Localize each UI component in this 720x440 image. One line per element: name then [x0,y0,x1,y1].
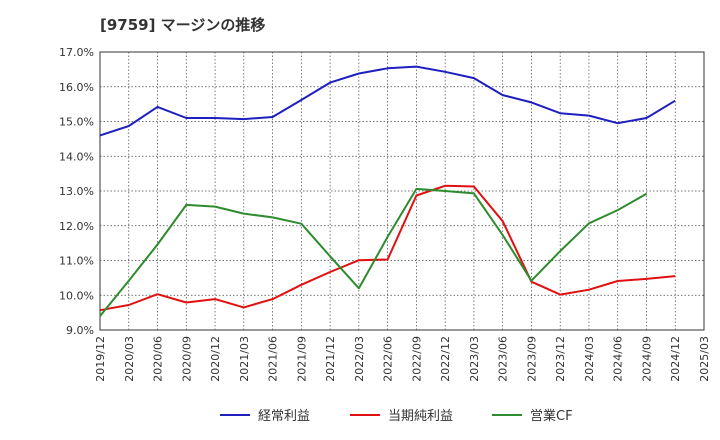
x-tick-label: 2020/12 [209,336,222,382]
x-tick-label: 2022/03 [353,336,366,382]
x-tick-label: 2024/06 [612,336,625,382]
legend-label: 当期純利益 [388,409,453,424]
y-tick-label: 10.0% [59,289,94,302]
x-tick-label: 2021/09 [295,336,308,382]
x-tick-label: 2022/12 [439,336,452,382]
y-tick-label: 15.0% [59,116,94,129]
y-tick-label: 12.0% [59,220,94,233]
chart-title: [9759] マージンの推移 [100,16,266,34]
x-tick-label: 2020/09 [180,336,193,382]
legend-label: 経常利益 [258,409,310,424]
x-tick-label: 2024/09 [640,336,653,382]
y-tick-label: 11.0% [59,255,94,268]
y-tick-label: 16.0% [59,81,94,94]
x-tick-label: 2023/09 [525,336,538,382]
x-tick-label: 2022/06 [382,336,395,382]
x-tick-label: 2021/03 [238,336,251,382]
legend-label: 営業CF [530,408,573,424]
series-lines [99,65,676,317]
x-tick-label: 2022/09 [410,336,423,382]
x-tick-label: 2025/03 [698,336,711,382]
x-tick-label: 2020/03 [123,336,136,382]
x-tick-label: 2019/12 [94,336,107,382]
y-tick-label: 17.0% [59,46,94,59]
x-axis-ticks: 2019/12 2020/03 2020/06 2020/09 2020/12 2021/… [94,336,711,382]
series-line-3 [99,187,647,317]
x-tick-label: 2023/03 [468,336,481,382]
x-tick-label: 2023/12 [554,336,567,382]
x-tick-label: 2021/12 [324,336,337,382]
y-tick-label: 14.0% [59,150,94,163]
series-line-1 [99,65,676,137]
x-tick-label: 2021/06 [267,336,280,382]
y-axis-ticks: 9.0% 10.0% 11.0% 12.0% 13.0% 14.0% 15.0% 16.0% 1… [59,46,94,337]
x-tick-label: 2024/12 [669,336,682,382]
x-tick-label: 2020/06 [152,336,165,382]
x-tick-label: 2023/06 [497,336,510,382]
legend: 経常利益 当期純利益 営業CF [220,408,573,424]
x-tick-label: 2024/03 [583,336,596,382]
y-tick-label: 13.0% [59,185,94,198]
series-line-2 [99,184,676,312]
y-tick-label: 9.0% [66,324,94,337]
